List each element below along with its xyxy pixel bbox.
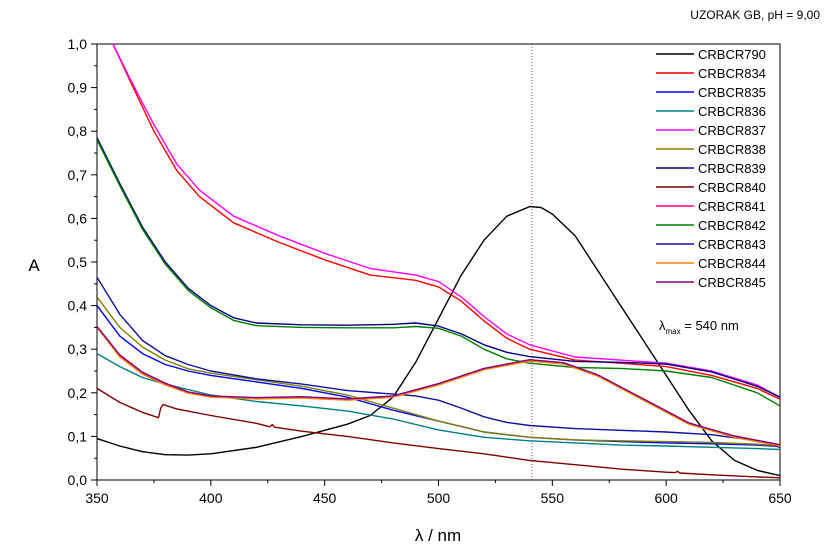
y-tick-label: 0,8 (68, 123, 88, 139)
x-tick-label: 650 (768, 490, 792, 506)
series-line-crbcr843 (97, 276, 780, 448)
y-tick-label: 0,4 (68, 298, 88, 314)
legend-label-crbcr841: CRBCR841 (698, 199, 766, 214)
series-line-crbcr840 (97, 387, 780, 479)
x-tick-label: 400 (199, 490, 223, 506)
chart-title: UZORAK GB, pH = 9,00 (690, 8, 820, 22)
series-line-crbcr842 (97, 139, 780, 407)
lambda-symbol: λ (659, 318, 666, 333)
series-line-crbcr790 (97, 205, 780, 477)
legend-label-crbcr843: CRBCR843 (698, 237, 766, 252)
x-tick-label: 500 (427, 490, 451, 506)
series-line-crbcr845 (97, 326, 780, 446)
y-tick-label: 0,6 (68, 210, 88, 226)
legend-label-crbcr839: CRBCR839 (698, 161, 766, 176)
tick-labels: 350 400 450 500 550 600 650 0,0 0,1 0,2 0,3 0,4 0,5 0… (68, 36, 792, 506)
y-axis-label: A (28, 256, 40, 275)
lambda-subscript: max (666, 327, 681, 336)
plot-area (97, 44, 780, 479)
x-tick-label: 450 (313, 490, 337, 506)
x-tick-label: 350 (85, 490, 109, 506)
y-tick-label: 0,1 (68, 428, 88, 444)
legend-label-crbcr845: CRBCR845 (698, 275, 766, 290)
y-tick-label: 0,3 (68, 341, 88, 357)
axes (91, 43, 781, 486)
x-axis-label: λ / nm (415, 526, 461, 545)
x-tick-label: 550 (541, 490, 565, 506)
y-tick-label: 0,9 (68, 80, 88, 96)
x-tick-label: 600 (654, 490, 678, 506)
series-line-crbcr835 (97, 305, 780, 448)
legend-label-crbcr844: CRBCR844 (698, 256, 766, 271)
legend-label-crbcr790: CRBCR790 (698, 47, 766, 62)
legend-label-crbcr834: CRBCR834 (698, 66, 766, 81)
legend-label-crbcr842: CRBCR842 (698, 218, 766, 233)
legend-label-crbcr836: CRBCR836 (698, 104, 766, 119)
y-tick-label: 0,2 (68, 385, 88, 401)
plot-frame (96, 43, 781, 481)
series-line-crbcr838 (97, 296, 780, 447)
lambda-max-value: = 540 nm (681, 318, 739, 333)
series-line-crbcr839 (97, 137, 780, 398)
series-line-crbcr841 (97, 326, 780, 446)
legend: CRBCR790 CRBCR834 CRBCR835 CRBCR836 CRBCR837… (656, 47, 766, 290)
legend-label-crbcr840: CRBCR840 (698, 180, 766, 195)
lambda-max-annotation: λmax = 540 nm (659, 318, 739, 336)
y-tick-label: 0,0 (68, 472, 88, 488)
y-tick-label: 0,7 (68, 167, 88, 183)
legend-label-crbcr835: CRBCR835 (698, 85, 766, 100)
legend-label-crbcr837: CRBCR837 (698, 123, 766, 138)
legend-label-crbcr838: CRBCR838 (698, 142, 766, 157)
series-line-crbcr837 (112, 44, 780, 398)
series-line-crbcr834 (112, 44, 780, 400)
y-tick-label: 0,5 (68, 254, 88, 270)
y-tick-label: 1,0 (68, 36, 88, 52)
series-line-crbcr844 (97, 326, 780, 447)
